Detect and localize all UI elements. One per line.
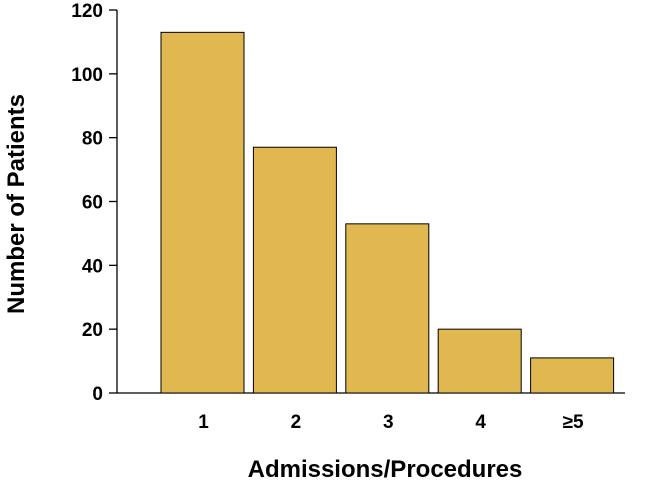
- x-axis-title: Admissions/Procedures: [248, 456, 523, 483]
- bar-4: [437, 328, 522, 394]
- bars: [160, 31, 615, 394]
- y-tick-label: 80: [82, 129, 103, 150]
- y-axis-ticks: 0 20 40 60 80 100 120: [71, 1, 117, 405]
- y-tick-label: 100: [71, 65, 103, 86]
- x-tick-label: 3: [383, 412, 394, 433]
- y-axis: 0 20 40 60 80 100 120: [71, 1, 118, 405]
- y-axis-title: Number of Patients: [3, 94, 30, 314]
- x-tick-label: ≥5: [563, 412, 584, 433]
- x-tick-label: 4: [475, 412, 486, 433]
- y-tick-label: 120: [71, 1, 103, 22]
- y-tick-label: 60: [82, 193, 103, 214]
- y-tick-label: 0: [92, 384, 103, 405]
- bar-3: [345, 223, 430, 394]
- bar-1: [160, 31, 245, 394]
- bar-2: [252, 146, 337, 394]
- bar-5: [530, 357, 615, 394]
- x-tick-label: 1: [198, 412, 209, 433]
- y-tick-label: 20: [82, 320, 103, 341]
- y-tick-label: 40: [82, 256, 103, 277]
- x-tick-label: 2: [291, 412, 302, 433]
- x-axis-ticks: 1 2 3 4 ≥5: [198, 412, 584, 433]
